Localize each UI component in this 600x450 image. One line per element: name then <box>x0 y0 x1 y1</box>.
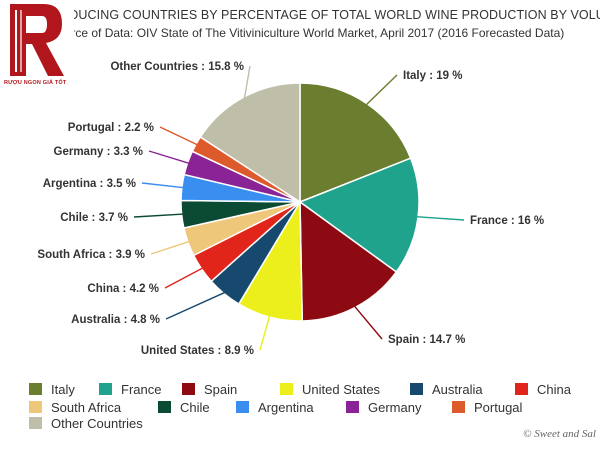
legend: Italy France Spain United States Australia Ch… <box>29 382 572 431</box>
legend-label-chile: Chile <box>180 400 210 415</box>
leader-line-australia <box>165 291 226 320</box>
legend-label-france: France <box>121 382 161 397</box>
legend-swatch-portugal <box>452 401 465 413</box>
slice-label-spain: Spain : 14.7 % <box>388 334 465 346</box>
legend-swatch-argentina <box>236 401 249 413</box>
legend-item-united-states: United States <box>280 382 381 397</box>
legend-label-australia: Australia <box>432 382 483 397</box>
legend-item-portugal: Portugal <box>452 400 523 415</box>
legend-item-australia: Australia <box>410 382 483 397</box>
legend-swatch-spain <box>182 383 195 395</box>
chart-title: T P E PRODUCING COUNTRIES BY PERCENTAGE … <box>7 8 600 22</box>
slice-label-france: France : 16 % <box>470 215 544 227</box>
leader-line-spain <box>353 305 383 340</box>
leader-line-italy <box>365 74 398 106</box>
legend-item-france: France <box>99 382 161 397</box>
legend-label-germany: Germany <box>368 400 422 415</box>
legend-swatch-italy <box>29 383 42 395</box>
logo-r-icon <box>0 0 74 78</box>
legend-swatch-france <box>99 383 112 395</box>
slice-labels: Italy : 19 % France : 16 % Spain : 14.7 % U… <box>37 61 544 357</box>
legend-label-argentina: Argentina <box>258 400 314 415</box>
slice-label-italy: Italy : 19 % <box>403 70 462 82</box>
slice-label-germany: Germany : 3.3 % <box>54 146 143 158</box>
brand-logo: RƯỢU NGON GIÁ TỐT <box>0 0 74 90</box>
legend-swatch-germany <box>346 401 359 413</box>
legend-label-other-countries: Other Countries <box>51 416 143 431</box>
leader-line-france <box>416 216 465 221</box>
slice-label-united-states: United States : 8.9 % <box>141 345 254 357</box>
leader-line-china <box>164 267 204 289</box>
legend-item-germany: Germany <box>346 400 422 415</box>
legend-swatch-other-countries <box>29 417 42 429</box>
legend-item-spain: Spain <box>182 382 237 397</box>
legend-item-italy: Italy <box>29 382 75 397</box>
pie-slices <box>180 82 420 322</box>
legend-item-south-africa: South Africa <box>29 400 122 415</box>
legend-item-argentina: Argentina <box>236 400 314 415</box>
slice-label-portugal: Portugal : 2.2 % <box>68 122 154 134</box>
copyright-text: © Sweet and Sal <box>523 428 596 440</box>
legend-label-china: China <box>537 382 572 397</box>
legend-label-spain: Spain <box>204 382 237 397</box>
slice-label-australia: Australia : 4.8 % <box>71 314 160 326</box>
legend-item-other-countries: Other Countries <box>29 416 143 431</box>
legend-swatch-south-africa <box>29 401 42 413</box>
slice-label-south-africa: South Africa : 3.9 % <box>37 249 145 261</box>
legend-swatch-chile <box>158 401 171 413</box>
legend-swatch-united-states <box>280 383 293 395</box>
legend-label-italy: Italy <box>51 382 75 397</box>
logo-text: RƯỢU NGON GIÁ TỐT <box>4 80 67 86</box>
slice-label-other-countries: Other Countries : 15.8 % <box>110 61 244 73</box>
legend-swatch-china <box>515 383 528 395</box>
legend-label-united-states: United States <box>302 382 381 397</box>
leader-line-portugal <box>159 126 199 146</box>
slice-label-china: China : 4.2 % <box>87 283 159 295</box>
leader-line-argentina <box>141 182 184 189</box>
leader-line-chile <box>133 213 184 218</box>
legend-item-chile: Chile <box>158 400 210 415</box>
slice-label-chile: Chile : 3.7 % <box>60 212 128 224</box>
leader-lines <box>133 65 465 351</box>
chart-subtitle: ource of Data: OIV State of The Vitivini… <box>58 26 565 40</box>
pie-slice-other-countries <box>199 82 301 204</box>
legend-item-china: China <box>515 382 572 397</box>
legend-label-portugal: Portugal <box>474 400 523 415</box>
legend-swatch-australia <box>410 383 423 395</box>
leader-line-united-states <box>259 314 271 351</box>
leader-line-south-africa <box>150 240 191 255</box>
slice-label-argentina: Argentina : 3.5 % <box>43 178 136 190</box>
leader-line-germany <box>148 150 190 165</box>
legend-label-south-africa: South Africa <box>51 400 122 415</box>
leader-line-other-countries <box>243 65 251 100</box>
